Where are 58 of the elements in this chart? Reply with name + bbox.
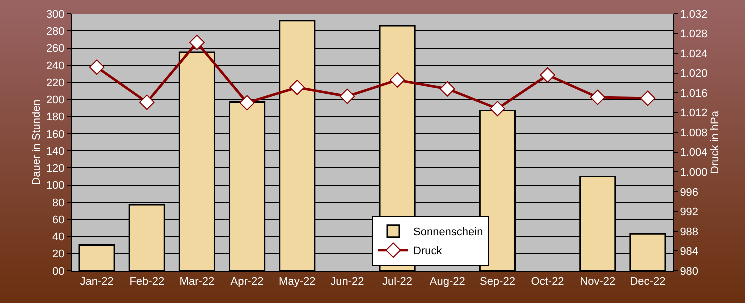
x-tick-label: Mar-22 [180, 276, 215, 288]
x-tick-label: Jan-22 [80, 276, 114, 288]
point [640, 90, 656, 106]
y2-tick-label: 1.020 [680, 68, 708, 80]
x-tick-label: Sep-22 [480, 276, 516, 288]
x-tick-label: Dec-22 [630, 276, 666, 288]
legend-label: Druck [414, 246, 443, 258]
x-tick-label: Oct-22 [531, 276, 564, 288]
y2-tick-label: 996 [680, 186, 699, 199]
y2-tick-label: 980 [680, 266, 699, 278]
y2-tick-label: 1.016 [680, 88, 708, 100]
x-tick-label: Nov-22 [580, 276, 616, 288]
y-tick-label: 40 [52, 232, 65, 244]
y-tick-label: 240 [46, 60, 65, 72]
y2-tick-label: 1.028 [680, 28, 708, 41]
y2-tick-label: 1.000 [680, 167, 708, 179]
y-tick-label: 140 [46, 146, 65, 158]
y2-tick-label: 1.032 [680, 8, 708, 21]
y-tick-label: 280 [46, 26, 65, 38]
y-tick-label: 100 [46, 180, 65, 192]
x-tick-label: Apr-22 [230, 276, 264, 288]
y-tick-label: 120 [46, 163, 65, 176]
legend-label: Sonnenschein [414, 226, 484, 239]
point [139, 94, 155, 110]
y-tick-label: 160 [46, 128, 65, 141]
y2-tick-label: 1.012 [680, 108, 708, 120]
point [590, 90, 606, 106]
y-tick-label: 60 [52, 214, 65, 226]
point [240, 95, 255, 111]
point [290, 80, 306, 96]
point [490, 101, 506, 117]
y2-tick-label: 992 [680, 206, 699, 219]
y-axis-title: Dauer in Stunden [31, 100, 43, 186]
y-tick-label: 220 [46, 77, 65, 90]
y-tick-label: 00 [52, 266, 65, 278]
y-tick-label: 260 [46, 43, 65, 56]
x-tick-label: May-22 [279, 276, 316, 288]
point [190, 35, 205, 50]
y2-tick-label: 1.004 [680, 147, 708, 160]
y2-tick-label: 1.024 [680, 48, 708, 60]
y-tick-label: 300 [46, 8, 65, 21]
point [340, 88, 356, 104]
x-tick-label: Jul-22 [382, 276, 413, 288]
y-tick-label: 180 [46, 112, 65, 124]
y-tick-label: 20 [52, 248, 65, 261]
y2-tick-label: 984 [680, 246, 699, 258]
y2-tick-label: 1.008 [680, 127, 708, 140]
point [540, 68, 556, 83]
y2-axis-title: Druck in hPa [710, 110, 722, 174]
point [89, 60, 105, 76]
x-tick-label: Jun-22 [330, 276, 364, 288]
point [440, 81, 456, 97]
point [390, 72, 406, 88]
x-tick-label: Feb-22 [130, 276, 165, 288]
x-tick-label: Aug-22 [430, 276, 466, 288]
y-tick-label: 200 [46, 94, 65, 107]
y2-tick-label: 988 [680, 226, 699, 238]
y-tick-label: 80 [52, 197, 65, 210]
